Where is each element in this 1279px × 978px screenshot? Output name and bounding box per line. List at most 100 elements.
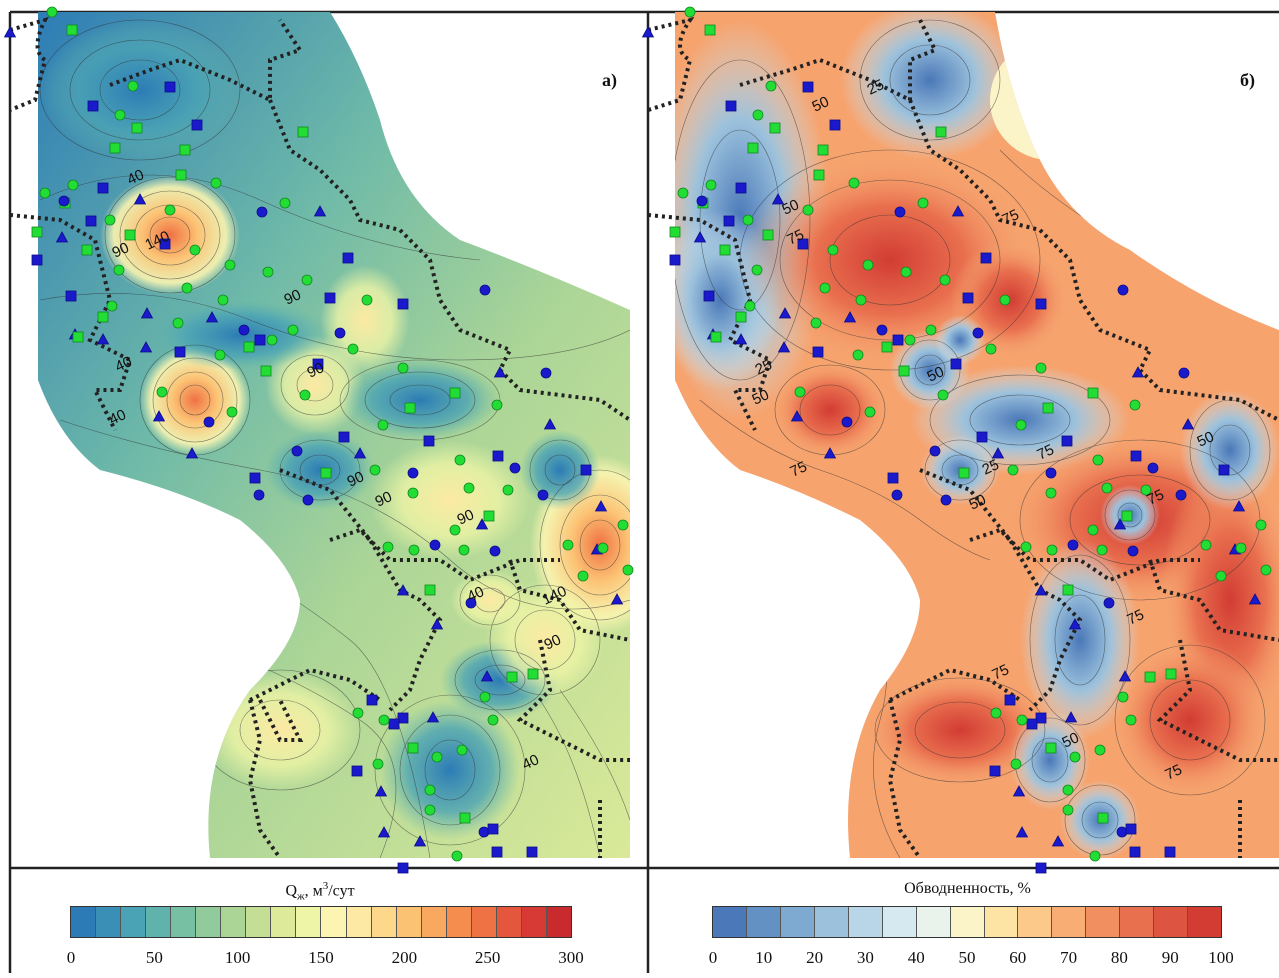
- colorbar-a-swatch: [271, 907, 297, 937]
- circle-well: [917, 197, 929, 209]
- legend-a-title-sub: ж: [297, 890, 305, 903]
- contour-label: 75: [1163, 761, 1185, 783]
- circle-well: [1062, 784, 1074, 796]
- square-well: [404, 402, 416, 414]
- colorbar-a-swatch: [96, 907, 122, 937]
- colorbar-tick-label: 0: [66, 948, 76, 967]
- square-well: [487, 823, 499, 835]
- circle-well: [407, 487, 419, 499]
- legend-a-title-sup: 3: [322, 880, 329, 892]
- triangle-well: [480, 670, 494, 682]
- square-well: [388, 718, 400, 730]
- circle-well: [478, 826, 490, 838]
- square-well: [812, 346, 824, 358]
- triangle-well: [1064, 711, 1078, 723]
- circle-well: [224, 259, 236, 271]
- circle-well: [1007, 464, 1019, 476]
- circle-well: [458, 544, 470, 556]
- colorbar-tick-label: 100: [224, 948, 251, 967]
- circle-well: [1092, 454, 1104, 466]
- square-well: [980, 252, 992, 264]
- triangle-well: [493, 366, 507, 378]
- colorbar-tick-label: 10: [755, 948, 773, 967]
- square-well: [397, 862, 409, 874]
- circle-well: [1103, 597, 1115, 609]
- triangle-well: [951, 205, 965, 217]
- triangle-well: [430, 618, 444, 630]
- square-well: [175, 169, 187, 181]
- square-well: [1125, 823, 1137, 835]
- circle-well: [891, 489, 903, 501]
- colorbar-a-swatch: [146, 907, 172, 937]
- square-well: [1035, 712, 1047, 724]
- colorbar-tick-label: 80: [1110, 948, 1128, 967]
- triangle-well: [790, 410, 804, 422]
- circle-well: [864, 406, 876, 418]
- square-well: [1061, 435, 1073, 447]
- circle-well: [841, 416, 853, 428]
- circle-well: [990, 707, 1002, 719]
- square-well: [1130, 450, 1142, 462]
- circle-well: [1178, 367, 1190, 379]
- triangle-well: [1034, 584, 1048, 596]
- circle-well: [794, 386, 806, 398]
- circle-well: [752, 109, 764, 121]
- circle-well: [929, 445, 941, 457]
- square-well: [174, 346, 186, 358]
- colorbar-tick-label: 150: [308, 948, 334, 967]
- square-well: [31, 226, 43, 238]
- circle-well: [454, 454, 466, 466]
- triangle-well: [1068, 618, 1082, 630]
- square-well: [397, 712, 409, 724]
- square-well: [1165, 668, 1177, 680]
- square-well: [1062, 584, 1074, 596]
- circle-well: [214, 349, 226, 361]
- circle-well: [1215, 570, 1227, 582]
- square-well: [669, 254, 681, 266]
- legend-a-title: Qж, м3/сут: [70, 880, 570, 903]
- square-well: [506, 671, 518, 683]
- colorbar-tick-label: 300: [558, 948, 584, 967]
- colorbar-tick-label: 90: [1161, 948, 1179, 967]
- circle-well: [1255, 519, 1267, 531]
- colorbar-tick-label: 60: [1009, 948, 1027, 967]
- contour-label: 50: [967, 491, 989, 513]
- colorbar-b-swatch: [1018, 907, 1053, 937]
- circle-well: [937, 389, 949, 401]
- square-well: [320, 467, 332, 479]
- legend-a-title-unit: , м: [304, 882, 323, 900]
- square-well: [81, 244, 93, 256]
- circle-well: [408, 544, 420, 556]
- colorbar-b-swatch: [882, 907, 917, 937]
- legend-b-title: Обводненность, %: [904, 880, 1031, 897]
- colorbar-tick-label: 250: [474, 948, 501, 967]
- circle-well: [378, 714, 390, 726]
- circle-well: [705, 179, 717, 191]
- circle-well: [226, 406, 238, 418]
- contour-label: 90: [373, 488, 395, 510]
- triangle-well: [353, 447, 367, 459]
- circle-well: [999, 294, 1011, 306]
- square-well: [338, 431, 350, 443]
- frame-lines: [8, 10, 1279, 973]
- square-well: [397, 298, 409, 310]
- triangle-well: [55, 231, 69, 243]
- square-well: [829, 119, 841, 131]
- circle-well: [449, 524, 461, 536]
- contour-label: 50: [925, 363, 947, 385]
- square-well: [1144, 671, 1156, 683]
- circle-well: [266, 334, 278, 346]
- legend-a-title-end: /сут: [328, 882, 355, 900]
- square-well: [491, 846, 503, 858]
- square-well: [958, 467, 970, 479]
- circle-well: [1127, 545, 1139, 557]
- circle-well: [1089, 850, 1101, 862]
- square-well: [260, 365, 272, 377]
- square-well: [243, 341, 255, 353]
- panel-a-letter: а): [602, 70, 617, 90]
- square-well: [723, 215, 735, 227]
- colorbar-b-swatch: [950, 907, 985, 937]
- square-well: [887, 472, 899, 484]
- circle-well: [597, 542, 609, 554]
